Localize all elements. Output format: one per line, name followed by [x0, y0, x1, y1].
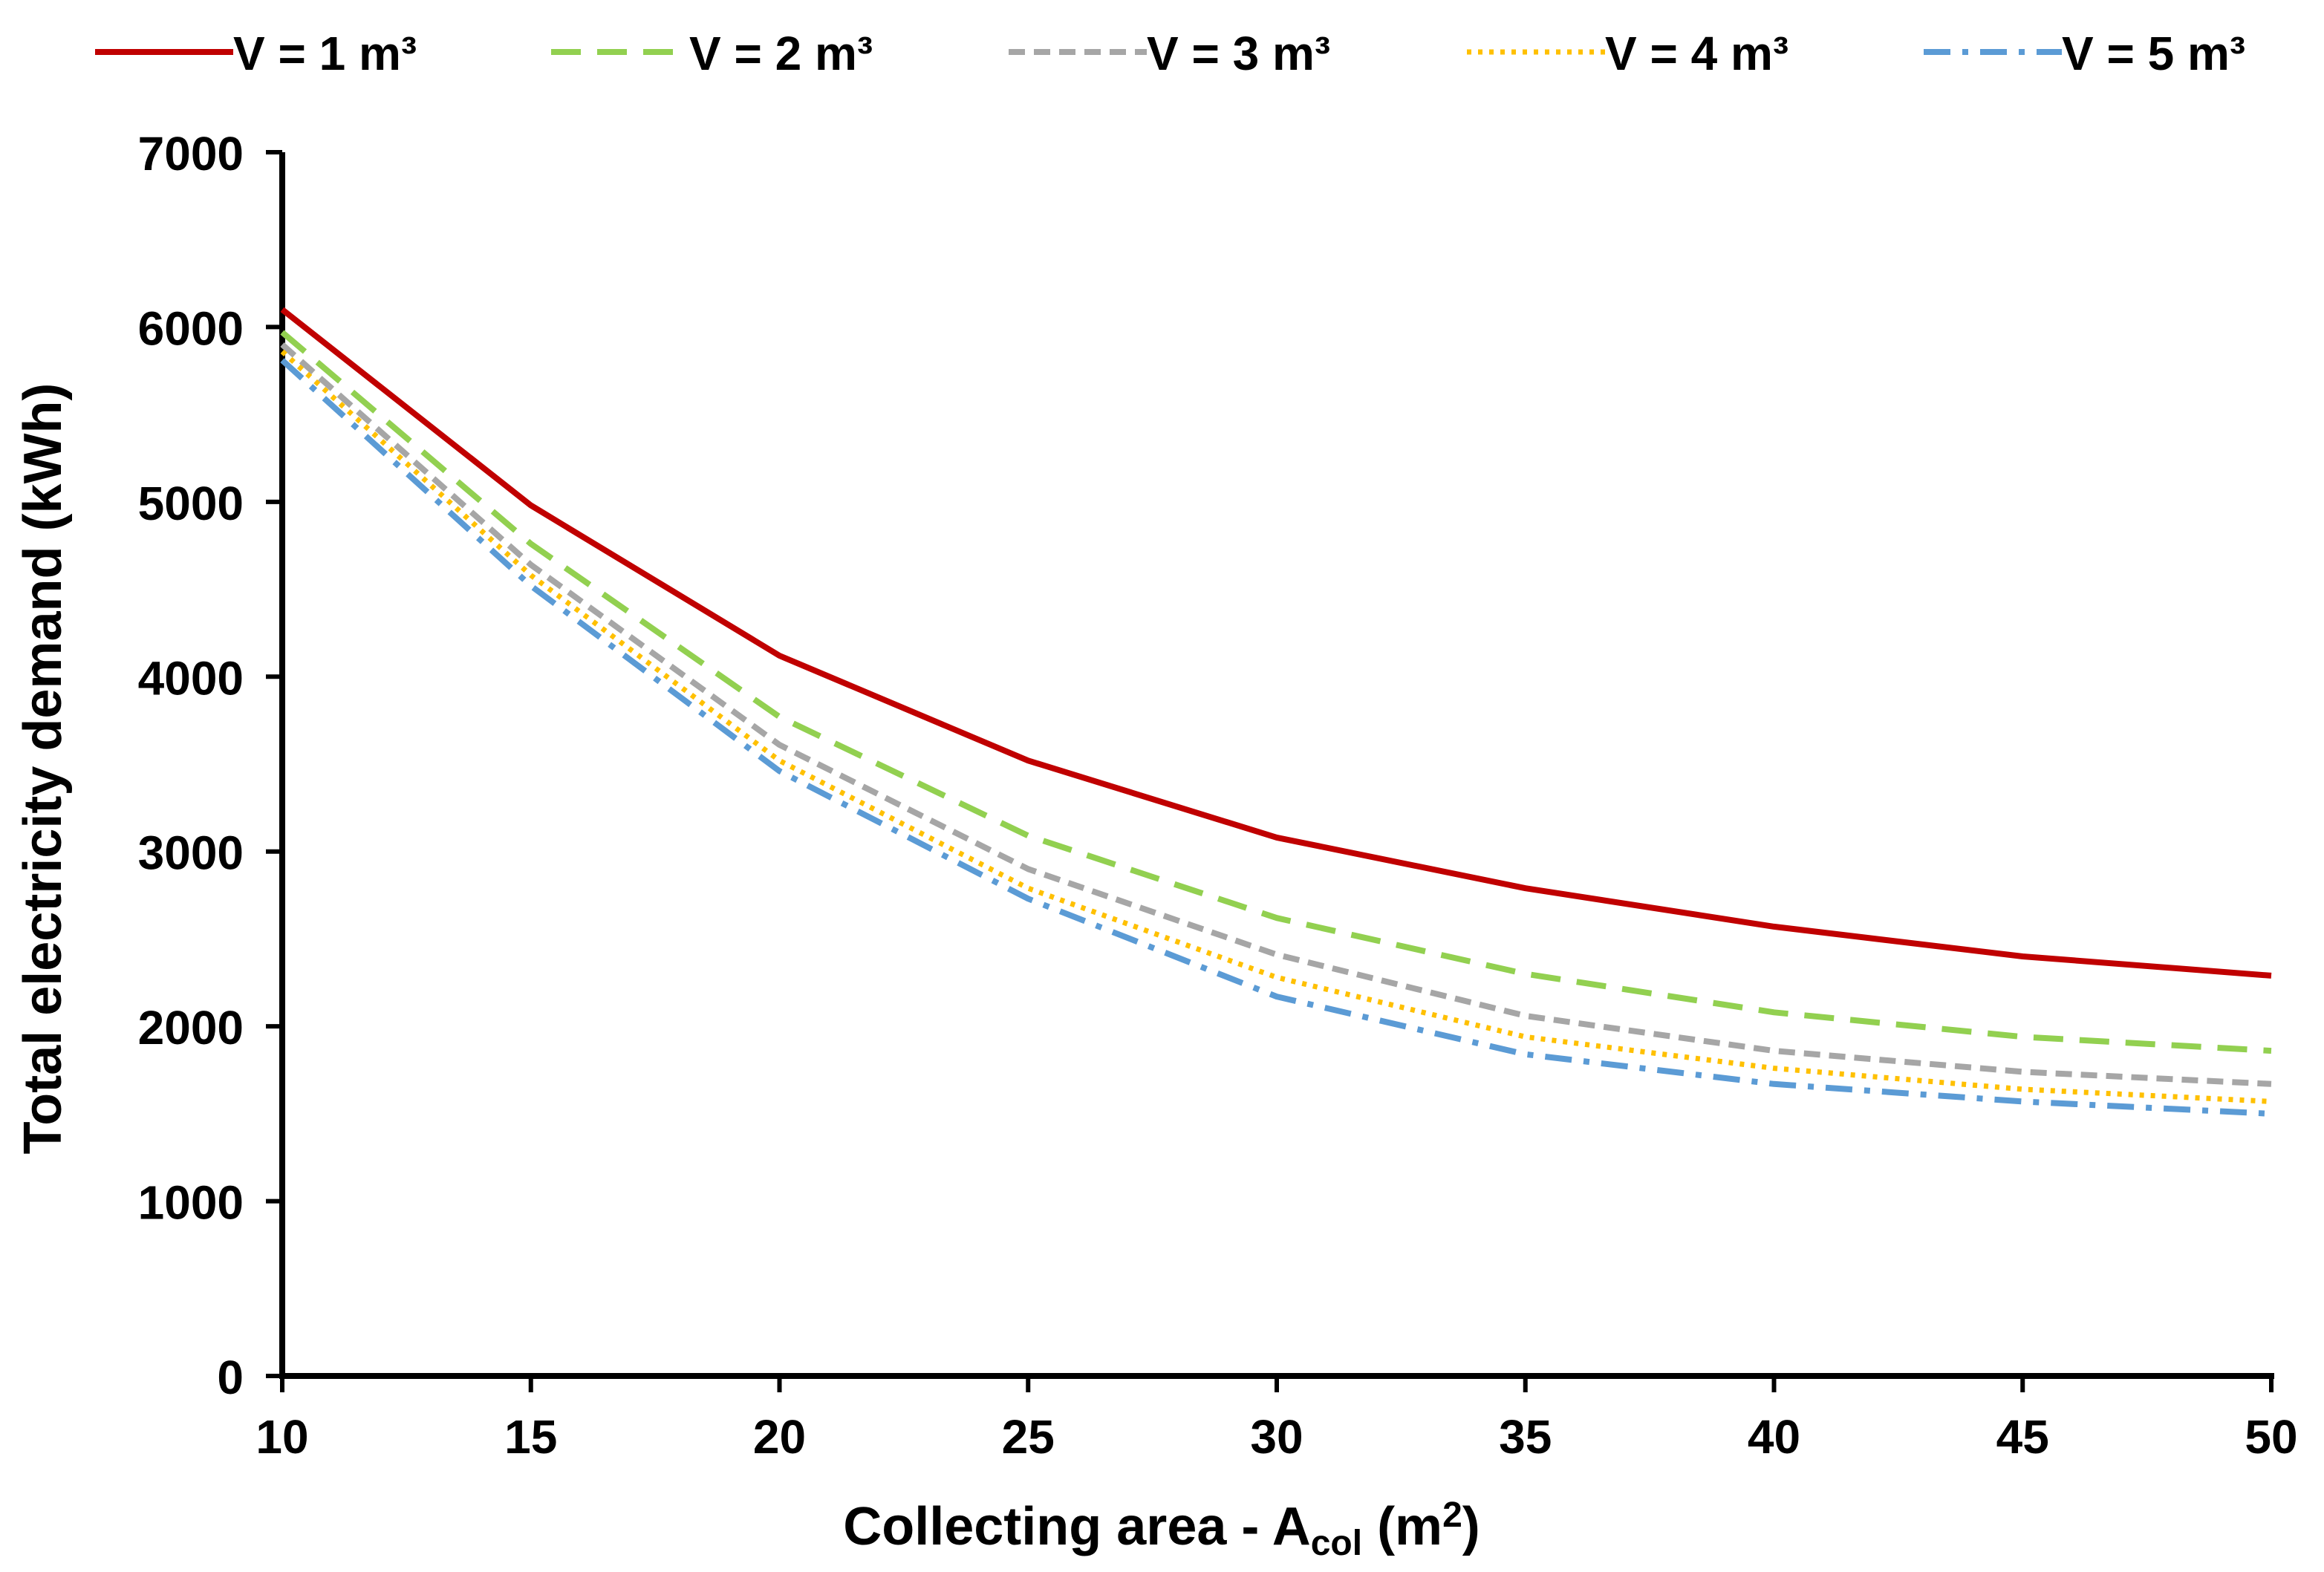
data-point — [1774, 1050, 1775, 1051]
x-tick-label: 20 — [753, 1410, 806, 1464]
data-point — [779, 744, 781, 746]
data-point — [1276, 837, 1277, 838]
data-point — [530, 575, 532, 576]
data-point — [1027, 868, 1029, 870]
legend-item-3: V = 3 m³ — [1009, 27, 1330, 80]
legend-label-2: V = 2 m³ — [689, 27, 873, 80]
data-point — [1525, 887, 1526, 889]
y-tick-label: 2000 — [138, 1001, 244, 1054]
data-point — [530, 505, 532, 506]
data-point — [2022, 1089, 2023, 1090]
series-line-3 — [280, 342, 2272, 1087]
data-point — [1027, 760, 1029, 761]
x-axis-label-unit-close: ) — [1462, 1497, 1480, 1556]
series-1 — [280, 307, 2272, 979]
data-point — [1774, 1068, 1775, 1069]
x-tick-label: 25 — [1002, 1410, 1055, 1464]
legend: V = 1 m³ V = 2 m³ V = 3 m³ V = 4 m³ V = 5 m³ — [95, 27, 2245, 80]
data-point — [281, 350, 283, 352]
data-point — [530, 585, 532, 587]
legend-item-1: V = 1 m³ — [95, 27, 417, 80]
data-point — [1276, 976, 1277, 978]
y-axis-label: Total electricity demand (kWh) — [13, 383, 73, 1155]
legend-item-4: V = 4 m³ — [1467, 27, 1788, 80]
data-point — [779, 770, 781, 772]
y-tick-label: 5000 — [138, 477, 244, 530]
x-axis-label-unit-open: (m — [1362, 1497, 1442, 1556]
x-tick-label: 10 — [255, 1410, 308, 1464]
data-point — [1525, 973, 1526, 975]
series-line-5 — [280, 358, 2272, 1117]
legend-item-5: V = 5 m³ — [1924, 27, 2245, 80]
data-point — [1276, 917, 1277, 919]
data-point — [1525, 1054, 1526, 1055]
legend-label-3: V = 3 m³ — [1147, 27, 1330, 80]
series-4 — [280, 349, 2272, 1104]
series-5 — [280, 358, 2272, 1117]
series-2 — [280, 330, 2272, 1054]
data-point — [2022, 1071, 2023, 1072]
data-point — [779, 760, 781, 761]
data-point — [1027, 835, 1029, 837]
data-point — [281, 359, 283, 361]
y-tick-label: 3000 — [138, 826, 244, 880]
x-axis-label: Collecting area - Acol (m2) — [843, 1496, 1480, 1563]
series-3 — [280, 342, 2272, 1087]
data-point — [2022, 1100, 2023, 1102]
y-tick-label: 6000 — [138, 301, 244, 355]
legend-label-1: V = 1 m³ — [233, 27, 417, 80]
y-tick-label: 4000 — [138, 651, 244, 705]
data-point — [2022, 1036, 2023, 1037]
y-tick-label: 1000 — [138, 1176, 244, 1230]
axes — [266, 150, 2274, 1392]
x-axis-label-subscript: col — [1311, 1524, 1362, 1563]
data-point — [1525, 1036, 1526, 1037]
data-point — [1774, 1011, 1775, 1013]
y-tick-label: 7000 — [138, 127, 244, 180]
legend-label-5: V = 5 m³ — [2062, 27, 2245, 80]
data-point — [2271, 1100, 2272, 1102]
data-point — [2271, 1050, 2272, 1051]
data-point — [530, 564, 532, 566]
data-point — [1027, 887, 1029, 889]
data-point — [1276, 996, 1277, 997]
y-tick-label: 0 — [217, 1351, 244, 1404]
data-point — [779, 716, 781, 717]
data-point — [779, 655, 781, 656]
x-tick-label: 50 — [2245, 1410, 2297, 1464]
data-point — [2271, 1113, 2272, 1115]
series-line-4 — [280, 349, 2272, 1104]
x-tick-label: 45 — [1996, 1410, 2049, 1464]
series-layer — [280, 307, 2272, 1117]
data-point — [281, 344, 283, 345]
x-axis-label-superscript: 2 — [1442, 1496, 1462, 1535]
data-point — [1276, 954, 1277, 956]
data-point — [1774, 1083, 1775, 1085]
data-point — [2271, 1083, 2272, 1085]
legend-item-2: V = 2 m³ — [551, 27, 873, 80]
x-tick-label: 40 — [1748, 1410, 1800, 1464]
series-line-1 — [280, 307, 2272, 979]
data-point — [1774, 926, 1775, 927]
data-point — [2271, 975, 2272, 976]
y-tick-labels: 0 1000 2000 3000 4000 5000 6000 7000 — [138, 127, 244, 1404]
data-point — [281, 309, 283, 310]
x-tick-label: 30 — [1250, 1410, 1303, 1464]
data-point — [530, 543, 532, 544]
x-axis-label-main: Collecting area - A — [843, 1497, 1310, 1556]
legend-label-4: V = 4 m³ — [1605, 27, 1788, 80]
data-point — [2022, 956, 2023, 957]
series-line-2 — [280, 330, 2272, 1054]
data-point — [1027, 898, 1029, 899]
x-tick-label: 35 — [1499, 1410, 1552, 1464]
x-tick-labels: 10 15 20 25 30 35 40 45 50 — [255, 1410, 2297, 1464]
data-point — [281, 332, 283, 333]
data-point — [1525, 1015, 1526, 1017]
x-tick-label: 15 — [504, 1410, 557, 1464]
